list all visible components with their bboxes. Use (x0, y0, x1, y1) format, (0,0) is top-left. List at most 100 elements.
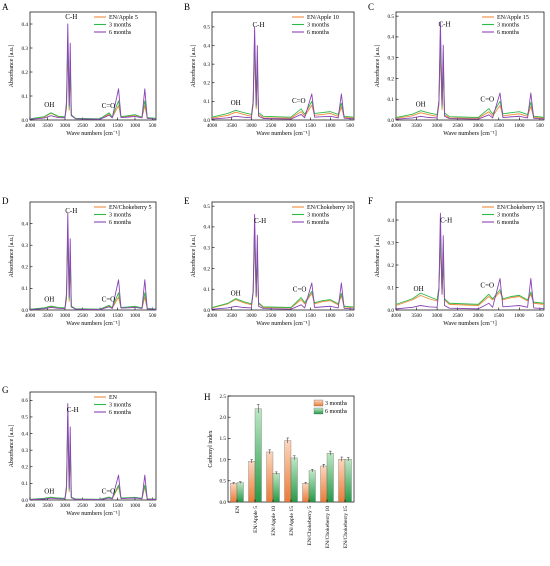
plot-frame (395, 201, 545, 311)
series-line-1 (211, 226, 355, 308)
x-tick-label: 2500 (77, 503, 88, 509)
y-axis-label: Absorbance [a.u.] (191, 45, 197, 88)
x-tick-label: 3000 (432, 313, 443, 319)
x-tick-label: 500 (536, 123, 544, 129)
y-tick-label: 1.0 (220, 457, 227, 463)
plot-frame (211, 11, 355, 121)
panel-label: F (368, 196, 373, 206)
x-tick-label: 3500 (42, 313, 53, 319)
y-tick-label: 0.5 (204, 25, 211, 31)
legend-label: EN/Apple 15 (497, 15, 529, 21)
y-tick-label: 2.5 (220, 394, 227, 400)
panel-e: E 4000 3500 3000 2500 2000 1500 1000 500 0.0 0.1 0.… (184, 196, 354, 327)
x-tick-label: 3000 (60, 503, 71, 509)
peak-annotation: C-H (253, 21, 265, 29)
series-line-0 (395, 51, 545, 119)
x-tick-label: 4000 (391, 123, 402, 129)
bar (326, 453, 334, 503)
panel-label: E (184, 196, 190, 206)
x-tick-label: 3000 (60, 123, 71, 129)
y-tick-label: 0.5 (22, 415, 29, 421)
y-tick-label: 0.3 (204, 62, 211, 68)
x-tick-label: 1500 (112, 503, 123, 509)
peak-annotation: C-H (440, 216, 452, 224)
series-line-1 (211, 37, 355, 118)
x-tick-label: 2000 (473, 123, 484, 129)
x-tick-label: 1500 (494, 123, 505, 129)
x-tick-label: 3000 (60, 313, 71, 319)
y-tick-label: 0.4 (22, 431, 29, 437)
y-tick-label: 0.4 (22, 22, 29, 28)
series-line-2 (29, 23, 157, 120)
bar (272, 473, 280, 503)
y-tick-label: 2.0 (220, 415, 227, 421)
y-tick-label: 0.4 (22, 221, 29, 227)
x-axis-label: Wave numbers [cm⁻¹] (443, 131, 496, 137)
peak-annotation: OH (44, 101, 54, 109)
x-tick-label: 500 (346, 313, 354, 319)
y-tick-label: 1.5 (220, 436, 227, 442)
y-tick-label: 0.1 (388, 97, 395, 103)
x-tick-label: 1000 (130, 503, 141, 509)
y-tick-label: 0.4 (388, 218, 395, 224)
x-tick-label: 1500 (305, 123, 316, 129)
x-tick-label: 2500 (77, 123, 88, 129)
panel-label: G (2, 385, 9, 395)
x-tick-label: 500 (149, 123, 157, 129)
bar (254, 408, 262, 503)
y-axis-label: Absorbance [a.u.] (9, 425, 15, 468)
y-tick-label: 0.1 (204, 287, 211, 293)
x-tick-label: 4000 (25, 503, 36, 509)
x-tick-label: 1500 (112, 123, 123, 129)
plot-frame (211, 201, 355, 311)
panel-label: B (184, 2, 190, 12)
peak-annotation: C-H (65, 13, 77, 21)
y-tick-label: 0.2 (22, 265, 29, 271)
panel-g: G 4000 3500 3000 2500 2000 1500 1000 500 0.0 0.1 0.… (2, 385, 157, 517)
y-tick-label: 0.3 (388, 55, 395, 61)
y-tick-label: 0.5 (388, 14, 395, 20)
x-tick-label: 2000 (473, 313, 484, 319)
y-axis-label: Absorbance [a.u.] (375, 45, 381, 88)
y-tick-label: 0.0 (204, 308, 211, 314)
peak-annotation: C=O (102, 487, 116, 495)
x-tick-label: 1000 (514, 123, 525, 129)
panel-label: C (368, 2, 374, 12)
legend-label: EN/Chokeberry 10 (307, 205, 353, 211)
x-axis-label: Wave numbers [cm⁻¹] (66, 511, 119, 517)
x-tick-label: 3500 (411, 313, 422, 319)
x-tick-label: 2500 (266, 123, 277, 129)
x-tick-label: 2000 (95, 123, 106, 129)
x-tick-label: 2000 (286, 313, 297, 319)
y-tick-label: 0.1 (204, 99, 211, 105)
x-tick-label: 1500 (494, 313, 505, 319)
legend-label: EN (109, 395, 118, 401)
y-tick-label: 0.1 (22, 286, 29, 292)
legend-label: 3 months (497, 213, 520, 219)
series-line-2 (211, 26, 355, 120)
category-label: EN (235, 506, 241, 513)
y-tick-label: 0.4 (204, 225, 211, 231)
bar (320, 465, 328, 503)
peak-annotation: C=O (480, 282, 494, 290)
bar (230, 483, 238, 503)
panel-label: H (204, 392, 211, 402)
peak-annotation: C-H (67, 406, 79, 414)
legend-swatch (313, 407, 324, 415)
x-tick-label: 2000 (95, 313, 106, 319)
bar (344, 459, 352, 503)
category-label: EN/Chokeberry 15 (343, 506, 349, 549)
panel-h: H 0.0 0.5 1.0 1.5 2.0 2.5 Carbonyl index EN EN/Ap… (204, 392, 355, 549)
bar (248, 461, 256, 503)
y-axis-label: Absorbance [a.u.] (375, 235, 381, 278)
y-tick-label: 0.0 (388, 308, 395, 314)
x-tick-label: 1000 (514, 313, 525, 319)
peak-annotation: OH (414, 285, 424, 293)
panel-label: A (2, 2, 9, 12)
legend-label: EN/Chokeberry 15 (497, 205, 543, 211)
legend-label: 6 months (497, 30, 520, 36)
legend-label: 3 months (307, 23, 330, 29)
y-axis-label: Absorbance [a.u.] (9, 235, 15, 278)
plot-frame (395, 11, 545, 121)
